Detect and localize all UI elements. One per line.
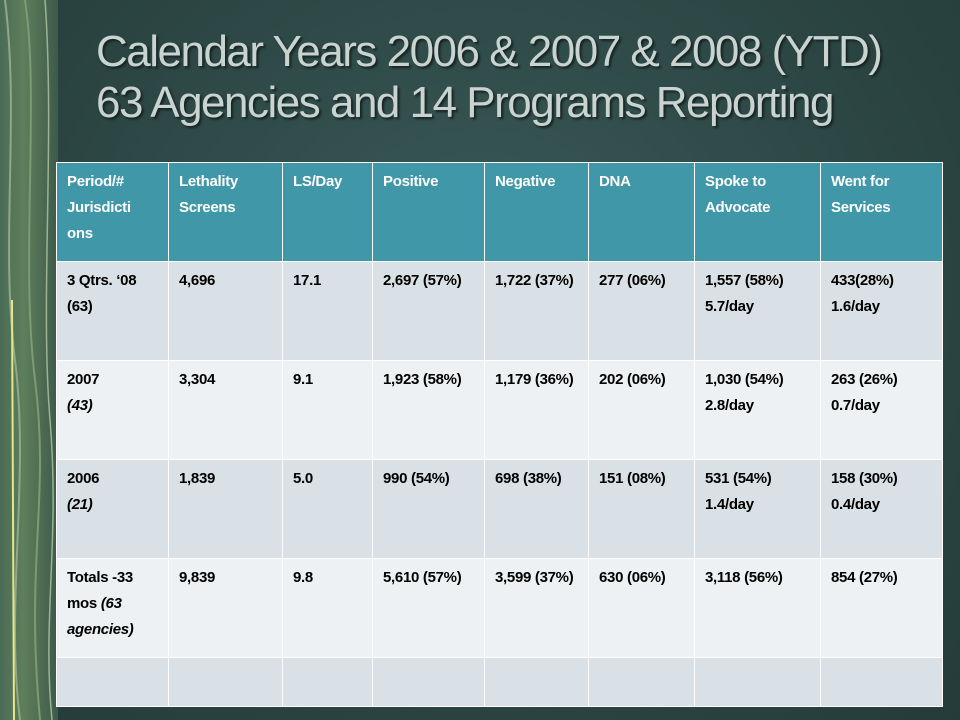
cell-empty bbox=[282, 657, 373, 707]
header-dna: DNA bbox=[588, 162, 695, 262]
cell-negative: 3,599 (37%) bbox=[484, 558, 589, 658]
cell-spoke: 1,557 (58%) 5.7/day bbox=[694, 261, 821, 361]
cell-period: 2006 (21) bbox=[56, 459, 169, 559]
cell-dna: 630 (06%) bbox=[588, 558, 695, 658]
cell-spoke: 1,030 (54%) 2.8/day bbox=[694, 360, 821, 460]
cell-ls-day: 17.1 bbox=[282, 261, 373, 361]
slide-title: Calendar Years 2006 & 2007 & 2008 (YTD) … bbox=[96, 26, 936, 128]
cell-spoke: 531 (54%) 1.4/day bbox=[694, 459, 821, 559]
left-decorative-strip bbox=[0, 0, 58, 720]
cell-dna: 277 (06%) bbox=[588, 261, 695, 361]
table-row: 2006 (21) 1,839 5.0 990 (54%) 698 (38%) 1… bbox=[56, 459, 943, 559]
cell-empty bbox=[820, 657, 943, 707]
cell-positive: 990 (54%) bbox=[372, 459, 485, 559]
cell-ls-day: 9.1 bbox=[282, 360, 373, 460]
period-count: (63) bbox=[67, 298, 93, 315]
cell-screens: 1,839 bbox=[168, 459, 283, 559]
cell-ls-day: 5.0 bbox=[282, 459, 373, 559]
cell-spoke: 3,118 (56%) bbox=[694, 558, 821, 658]
cell-empty bbox=[694, 657, 821, 707]
header-period: Period/# Jurisdicti ons bbox=[56, 162, 169, 262]
cell-went: 433(28%) 1.6/day bbox=[820, 261, 943, 361]
title-line-1: Calendar Years 2006 & 2007 & 2008 (YTD) bbox=[96, 27, 883, 76]
table-row-empty bbox=[56, 657, 943, 707]
cell-empty bbox=[372, 657, 485, 707]
cell-dna: 202 (06%) bbox=[588, 360, 695, 460]
cell-ls-day: 9.8 bbox=[282, 558, 373, 658]
cell-period: 3 Qtrs. ‘08 (63) bbox=[56, 261, 169, 361]
table-row: 2007 (43) 3,304 9.1 1,923 (58%) 1,179 (36… bbox=[56, 360, 943, 460]
cell-screens: 3,304 bbox=[168, 360, 283, 460]
period-count: (43) bbox=[67, 397, 93, 414]
cell-went: 158 (30%) 0.4/day bbox=[820, 459, 943, 559]
header-spoke-to-advocate: Spoke to Advocate bbox=[694, 162, 821, 262]
cell-screens: 4,696 bbox=[168, 261, 283, 361]
table-row: Totals -33 mos (63 agencies) 9,839 9.8 5… bbox=[56, 558, 943, 658]
header-positive: Positive bbox=[372, 162, 485, 262]
header-went-for-services: Went for Services bbox=[820, 162, 943, 262]
title-line-2: 63 Agencies and 14 Programs Reporting bbox=[96, 78, 835, 127]
cell-negative: 1,179 (36%) bbox=[484, 360, 589, 460]
cell-went: 854 (27%) bbox=[820, 558, 943, 658]
cell-positive: 5,610 (57%) bbox=[372, 558, 485, 658]
period-count: (21) bbox=[67, 496, 93, 513]
cell-dna: 151 (08%) bbox=[588, 459, 695, 559]
header-lethality-screens: Lethality Screens bbox=[168, 162, 283, 262]
period-count: (63 agencies) bbox=[67, 595, 134, 638]
cell-empty bbox=[588, 657, 695, 707]
header-ls-day: LS/Day bbox=[282, 162, 373, 262]
cell-went: 263 (26%) 0.7/day bbox=[820, 360, 943, 460]
cell-period: 2007 (43) bbox=[56, 360, 169, 460]
cell-empty bbox=[56, 657, 169, 707]
data-table: Period/# Jurisdicti ons Lethality Screen… bbox=[56, 162, 943, 707]
table-row: 3 Qtrs. ‘08 (63) 4,696 17.1 2,697 (57%) 1… bbox=[56, 261, 943, 361]
cell-positive: 1,923 (58%) bbox=[372, 360, 485, 460]
cell-screens: 9,839 bbox=[168, 558, 283, 658]
cell-period: Totals -33 mos (63 agencies) bbox=[56, 558, 169, 658]
header-negative: Negative bbox=[484, 162, 589, 262]
cell-empty bbox=[484, 657, 589, 707]
cell-negative: 698 (38%) bbox=[484, 459, 589, 559]
cell-empty bbox=[168, 657, 283, 707]
cell-negative: 1,722 (37%) bbox=[484, 261, 589, 361]
table-header-row: Period/# Jurisdicti ons Lethality Screen… bbox=[56, 162, 943, 262]
cell-positive: 2,697 (57%) bbox=[372, 261, 485, 361]
